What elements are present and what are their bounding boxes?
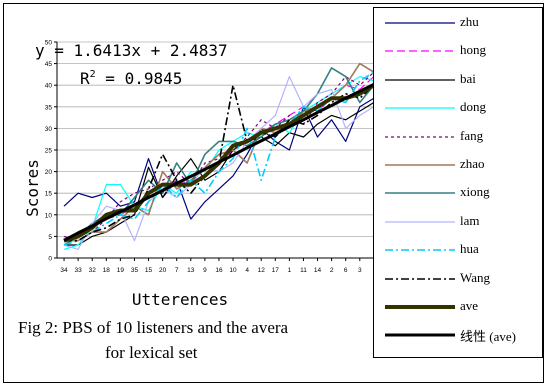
legend-label: 线性 (ave) [460, 329, 516, 345]
r-squared-value: = 0.9845 [96, 69, 183, 88]
legend-swatch [385, 192, 455, 195]
series-line-bai [64, 93, 389, 246]
y-tick-label: 30 [45, 126, 53, 133]
x-tick-label: 17 [272, 267, 280, 274]
legend-label: Wang [460, 269, 490, 285]
x-tick-label: 35 [131, 267, 139, 274]
y-tick-label: 10 [45, 212, 53, 219]
legend-swatch [385, 50, 455, 52]
x-tick-label: 7 [175, 267, 179, 274]
legend-swatch [385, 221, 455, 223]
r-squared-superscript: 2 [90, 69, 96, 80]
x-tick-label: 32 [89, 267, 97, 274]
legend-swatch [385, 277, 455, 280]
legend-swatch [385, 79, 455, 81]
legend-item-bai: bai [374, 68, 542, 92]
legend-item-zhao: zhao [374, 153, 542, 177]
series-line-xiong [63, 67, 389, 246]
x-tick-label: 20 [159, 267, 167, 274]
x-tick-label: 16 [215, 267, 223, 274]
legend-label: zhu [460, 14, 479, 29]
legend-swatch [385, 333, 455, 337]
series-line-ave [63, 74, 390, 243]
x-tick-label: 19 [117, 267, 125, 274]
legend-swatch [385, 22, 455, 24]
figure-caption-line1: Fig 2: PBS of 10 listeners and the avera [18, 318, 289, 337]
series-lines [63, 62, 390, 250]
y-tick-label: 15 [45, 191, 53, 198]
y-tick-label: 25 [45, 148, 53, 155]
y-axis-label: Scores [23, 159, 42, 217]
legend-label: fang [460, 127, 484, 143]
legend-swatch [385, 305, 455, 309]
x-tick-label: 34 [60, 267, 68, 274]
legend-item-xiong: xiong [374, 181, 542, 205]
legend-item-hua: hua [374, 238, 542, 262]
x-tick-label: 15 [145, 267, 153, 274]
y-tick-label: 0 [48, 256, 52, 263]
x-tick-label: 12 [258, 267, 266, 274]
regression-equation: y = 1.6413x + 2.4837 [35, 41, 228, 60]
y-tick-label: 50 [45, 40, 53, 47]
y-tick-label: 45 [45, 61, 53, 68]
y-tick-label: 40 [45, 83, 53, 90]
legend-item-wang: Wang [374, 267, 542, 291]
legend-item-fang: fang [374, 125, 542, 149]
x-tick-label: 14 [314, 267, 322, 274]
series-line-dong [63, 67, 389, 250]
legend-item-hong: hong [374, 39, 542, 63]
legend-swatch [385, 107, 455, 109]
legend-label: hua [460, 241, 479, 257]
x-tick-label: 9 [203, 267, 207, 274]
r-squared-annotation: R2 = 0.9845 [80, 69, 182, 88]
x-tick-label: 3 [358, 267, 362, 274]
legend-swatch [385, 135, 455, 138]
r-squared-label: R [80, 69, 90, 88]
legend-item-dong: dong [374, 96, 542, 120]
series-line-zhu [63, 80, 389, 220]
x-tick-label: 13 [187, 267, 195, 274]
x-tick-label: 33 [75, 267, 83, 274]
legend-item-lam: lam [374, 210, 542, 234]
x-tick-label: 1 [288, 267, 292, 274]
series-line-wang [64, 75, 389, 242]
legend-label: bai [460, 70, 476, 86]
x-tick-label: 6 [344, 267, 348, 274]
legend-label: xiong [460, 184, 490, 200]
legend-label: zhao [460, 156, 485, 171]
y-tick-label: 35 [45, 104, 53, 111]
x-tick-label: 10 [229, 267, 237, 274]
legend-swatch [385, 164, 455, 166]
y-tick-label: 5 [48, 234, 52, 241]
x-tick-label: 4 [245, 267, 249, 274]
legend-item-ave: ave [374, 295, 542, 319]
x-tick-label: 18 [103, 267, 111, 274]
legend-label: hong [460, 42, 486, 58]
x-axis-label: Utterences [132, 290, 228, 309]
legend-label: dong [460, 99, 486, 115]
legend-item-zhu: zhu [374, 11, 542, 35]
legend-swatch [385, 249, 455, 251]
x-tick-label: 2 [330, 267, 334, 274]
x-tick-label: 11 [300, 267, 307, 274]
legend-label: ave [460, 298, 479, 313]
series-line-trend-ave [63, 75, 389, 242]
y-tick-label: 20 [45, 169, 53, 176]
figure-caption-line2: for lexical set [105, 343, 198, 362]
axes [54, 41, 395, 261]
legend-item-trend-ave: 线性 (ave) [374, 323, 542, 347]
chart-legend: zhu hong bai dong fang zhao xiong lam hua Wang ave… [373, 7, 543, 358]
legend-label: lam [460, 212, 480, 228]
grid [57, 41, 395, 258]
